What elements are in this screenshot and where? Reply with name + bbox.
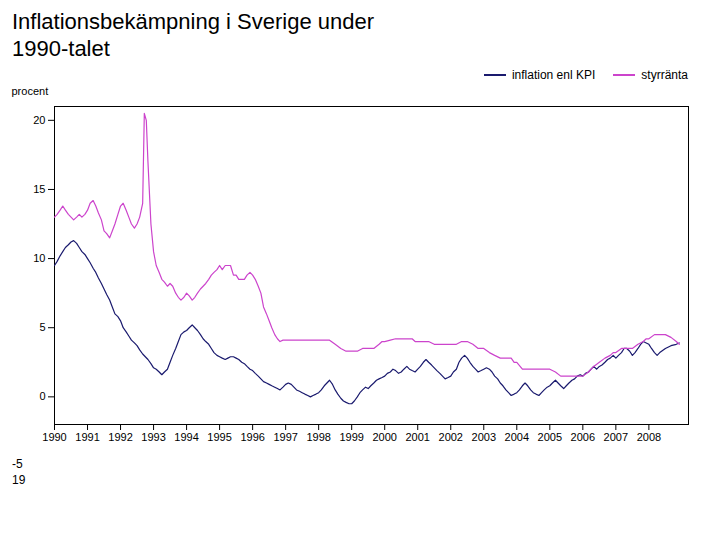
svg-text:procent: procent: [12, 85, 49, 97]
svg-text:1999: 1999: [339, 431, 363, 443]
svg-text:1992: 1992: [108, 431, 132, 443]
svg-text:1998: 1998: [306, 431, 330, 443]
svg-text:2008: 2008: [637, 431, 661, 443]
svg-text:1997: 1997: [273, 431, 297, 443]
svg-text:0: 0: [39, 390, 45, 402]
svg-text:5: 5: [39, 321, 45, 333]
svg-text:2005: 2005: [538, 431, 562, 443]
svg-text:2002: 2002: [439, 431, 463, 443]
svg-text:1996: 1996: [240, 431, 264, 443]
html-text:19: 19: [12, 473, 26, 487]
svg-text:2003: 2003: [472, 431, 496, 443]
html-text:styrränta: styrränta: [641, 68, 688, 82]
svg-text:1991: 1991: [75, 431, 99, 443]
html-text:inflation enl KPI: inflation enl KPI: [511, 68, 596, 82]
svg-text:1995: 1995: [207, 431, 231, 443]
svg-text:2004: 2004: [505, 431, 529, 443]
html-text:Inflationsbekämpning i Sverige: Inflationsbekämpning i Sverige under 199…: [12, 9, 374, 61]
svg-text:1993: 1993: [141, 431, 165, 443]
svg-text:1994: 1994: [174, 431, 198, 443]
svg-text:10: 10: [33, 252, 45, 264]
svg-text:20: 20: [33, 114, 45, 126]
svg-text:1990: 1990: [42, 431, 66, 443]
html-text:-5: -5: [12, 457, 23, 471]
svg-text:15: 15: [33, 183, 45, 195]
svg-text:2007: 2007: [604, 431, 628, 443]
svg-text:2000: 2000: [372, 431, 396, 443]
svg-text:2006: 2006: [571, 431, 595, 443]
svg-text:2001: 2001: [405, 431, 429, 443]
